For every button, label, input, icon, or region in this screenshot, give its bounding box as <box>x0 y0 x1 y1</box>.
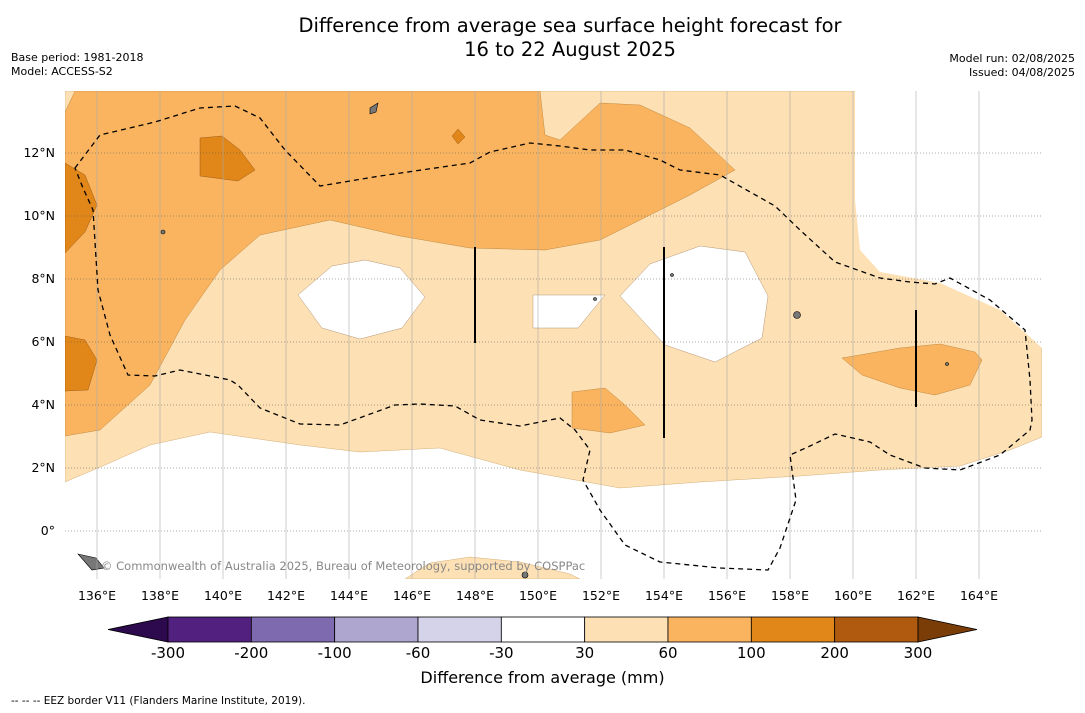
meta-left: Base period: 1981-2018 Model: ACCESS-S2 <box>11 51 143 79</box>
latitude-labels: 12°N 10°N 8°N 6°N 4°N 2°N 0° <box>23 145 55 538</box>
colorbar-segment <box>167 616 252 643</box>
band-30-60-east <box>855 91 1042 348</box>
lat-label: 12°N <box>23 145 55 160</box>
meta-right: Model run: 02/08/2025 Issued: 04/08/2025 <box>949 52 1075 80</box>
band-100-200-b <box>65 162 98 254</box>
colorbar-segment <box>417 616 502 643</box>
colorbar-tick-label: -60 <box>406 644 431 662</box>
band-30-60-south <box>404 556 581 579</box>
longitude-labels: 136°E 138°E 140°E 142°E 144°E 146°E 148°… <box>78 588 998 603</box>
title-line-1: Difference from average sea surface heig… <box>298 14 842 37</box>
sea-level-field: © Commonwealth of Australia 2025, Bureau… <box>65 91 1042 579</box>
lat-label: 2°N <box>31 460 55 475</box>
lon-label: 154°E <box>645 588 683 603</box>
vertical-markers <box>474 247 917 438</box>
lon-label: 158°E <box>771 588 809 603</box>
title-line-2: 16 to 22 August 2025 <box>464 38 676 61</box>
colorbar-tick-label: 200 <box>820 644 849 662</box>
credit-text: © Commonwealth of Australia 2025, Bureau… <box>101 559 585 573</box>
lon-label: 160°E <box>834 588 872 603</box>
colorbar-tick-label: 300 <box>904 644 933 662</box>
colorbar-tick-label: 60 <box>658 644 677 662</box>
colorbar-segment <box>667 616 752 643</box>
colorbar-segment <box>250 616 336 643</box>
lat-label: 10°N <box>23 208 55 223</box>
colorbar-tick-label: 30 <box>575 644 594 662</box>
band-100-200-c <box>65 335 98 392</box>
neutral-patch-a <box>297 259 426 340</box>
lat-label: 6°N <box>31 334 55 349</box>
band-60-100-spot-b <box>841 343 983 396</box>
map-graticule <box>65 152 1042 532</box>
colorbar-tick-label: -200 <box>234 644 268 662</box>
band-100-200-a <box>199 135 256 182</box>
colorbar-segment <box>500 616 586 643</box>
colorbar-segment <box>750 616 836 643</box>
colorbar-segment <box>584 616 669 643</box>
neutral-patch-b <box>532 294 606 329</box>
colorbar-segment <box>334 616 419 643</box>
lon-label: 164°E <box>960 588 998 603</box>
colorbar-label: Difference from average (mm) <box>420 668 665 687</box>
lat-label: 0° <box>41 523 55 538</box>
lon-label: 140°E <box>204 588 242 603</box>
lon-label: 146°E <box>393 588 431 603</box>
lon-label: 150°E <box>519 588 557 603</box>
band-60-100-spot-a <box>571 387 646 434</box>
eez-borders <box>74 105 1033 571</box>
lon-label: 162°E <box>897 588 935 603</box>
islands <box>77 102 949 579</box>
colorbar-tick-label: -100 <box>318 644 352 662</box>
lon-label: 152°E <box>582 588 620 603</box>
eez-footnote: -- -- -- EEZ border V11 (Flanders Marine… <box>11 695 306 707</box>
lon-label: 144°E <box>330 588 368 603</box>
lon-label: 138°E <box>141 588 179 603</box>
lon-label: 142°E <box>267 588 305 603</box>
colorbar-tick-label: -30 <box>489 644 514 662</box>
colorbar-segment <box>834 616 919 643</box>
issued-date: Issued: 04/08/2025 <box>968 66 1075 79</box>
base-period: Base period: 1981-2018 <box>11 51 144 64</box>
model-name: Model: ACCESS-S2 <box>11 65 113 78</box>
colorbar-over-arrow <box>917 616 978 643</box>
lon-label: 156°E <box>708 588 746 603</box>
model-run: Model run: 02/08/2025 <box>949 52 1075 65</box>
lon-label: 148°E <box>456 588 494 603</box>
lat-label: 4°N <box>31 397 55 412</box>
band-100-200-d <box>451 128 466 145</box>
colorbar-tick-label: 100 <box>737 644 766 662</box>
colorbar: -300 -200 -100 -60 -30 30 60 100 200 300 <box>107 616 978 662</box>
lat-label: 8°N <box>31 271 55 286</box>
colorbar-tick-label: -300 <box>151 644 185 662</box>
colorbar-under-arrow <box>107 616 169 643</box>
neutral-patch-c <box>619 245 769 363</box>
map-title: Difference from average sea surface heig… <box>0 14 1085 62</box>
lon-label: 136°E <box>78 588 116 603</box>
